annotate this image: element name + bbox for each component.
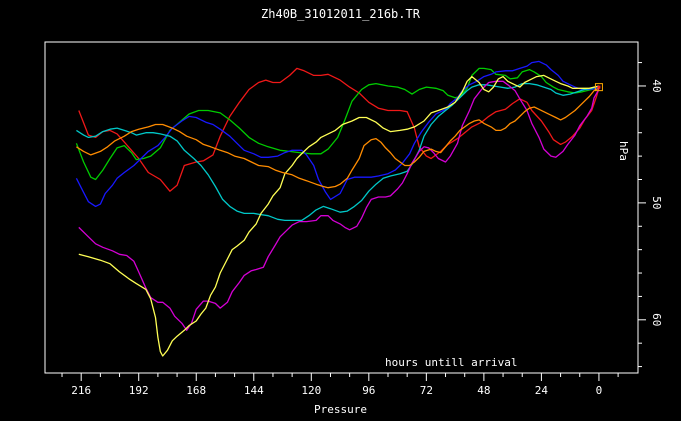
x-axis-annotation: hours untill arrival: [385, 356, 518, 369]
x-axis-tick-label: 96: [362, 384, 375, 397]
y-axis-tick-label: 40: [650, 79, 663, 92]
series-line-green: [75, 67, 600, 181]
x-axis-tick-label: 48: [477, 384, 490, 397]
plot-frame: [44, 41, 639, 374]
y-axis-tick-label: 60: [650, 313, 663, 326]
series-line-magenta: [78, 80, 600, 331]
y-axis-tick-label: 50: [650, 196, 663, 209]
x-axis-tick-label: 168: [186, 384, 206, 397]
chart-title: Zh40B_31012011_216b.TR: [261, 7, 420, 21]
series-line-orange: [76, 87, 600, 189]
x-axis-tick-label: 216: [71, 384, 91, 397]
x-axis-tick-label: 144: [244, 384, 264, 397]
series-line-yellow: [78, 74, 600, 357]
x-axis-tick-label: 24: [535, 384, 549, 397]
series-line-blue: [75, 60, 600, 208]
x-axis-tick-label: 192: [129, 384, 149, 397]
x-axis-title: Pressure: [314, 403, 367, 416]
x-axis-tick-label: 72: [420, 384, 433, 397]
y-axis-title: hPa: [617, 141, 630, 161]
series-line-cyan: [76, 82, 600, 222]
x-axis-tick-label: 120: [301, 384, 321, 397]
x-axis-tick-label: 0: [596, 384, 603, 397]
end-marker-dot: [597, 85, 601, 89]
end-marker-square: [594, 83, 603, 92]
